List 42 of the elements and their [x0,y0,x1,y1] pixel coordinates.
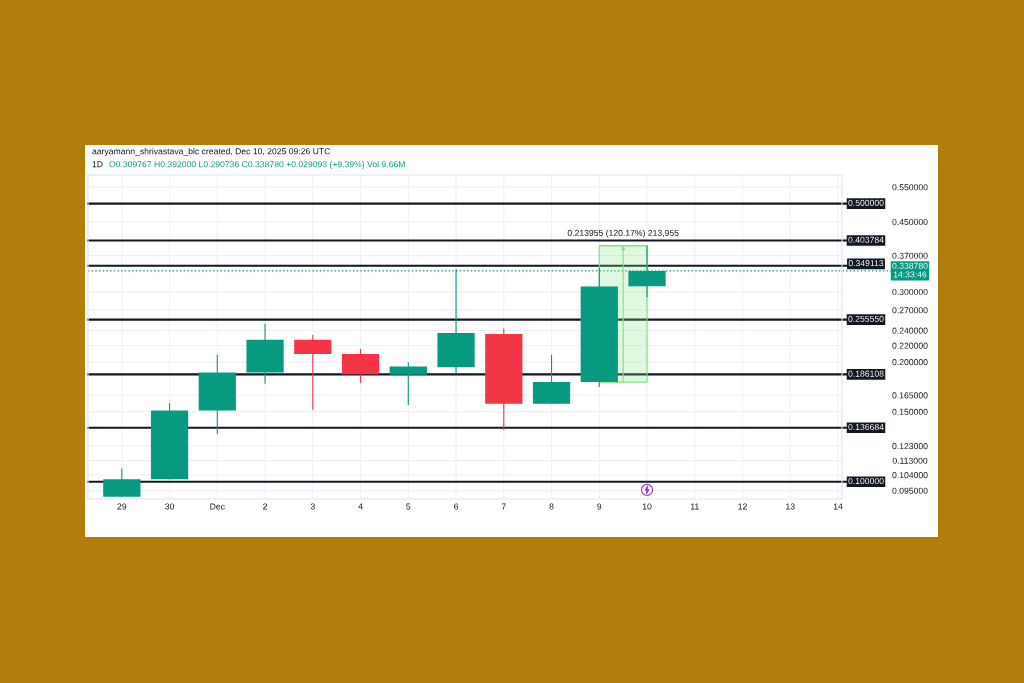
ref-line-label: 0.338780 14:33:46 [892,262,928,278]
x-tick-label: 14 [833,503,843,510]
y-tick-label: 0.123000 [892,443,928,450]
chart-title: aaryamann_shrivastava_blc created, Dec 10, 2025 09:26 UTC [92,147,331,157]
x-tick-label: 9 [597,503,602,510]
annotation: 0.213955 (120.17%) 213,955 [567,229,679,238]
x-tick-label: 4 [358,503,363,510]
y-tick-label: 0.370000 [892,252,928,259]
x-tick-label: 6 [454,503,459,510]
x-tick-label: 2 [263,503,268,510]
y-tick-label: 0.270000 [892,307,928,314]
y-tick-label: 0.104000 [892,472,928,479]
x-tick-label: 8 [549,503,554,510]
ref-line-label: 0.186108 [848,370,884,377]
x-tick-label: 7 [501,503,506,510]
x-tick-label: 10 [642,503,652,510]
text: O0.309767 H0.392000 L0.290736 C0.338780 +0.029093 (+9.39%) Vol 9.66M [109,160,405,170]
y-tick-label: 0.200000 [892,359,928,366]
x-tick-label: 3 [310,503,315,510]
y-tick-label: 0.113000 [892,457,928,464]
y-tick-label: 0.095000 [892,487,928,494]
x-tick-label: Dec [210,503,225,510]
x-tick-label: 29 [117,503,127,510]
ref-line-label: 0.255550 [848,315,884,322]
x-tick-label: 30 [165,503,175,510]
chart-subtitle: 1D [92,161,103,168]
y-tick-label: 0.165000 [892,392,928,399]
y-tick-label: 0.240000 [892,327,928,334]
ref-line-label: 0.349113 [848,260,884,267]
ref-line-label: 0.100000 [848,477,884,485]
ref-line-label: 0.500000 [848,199,884,206]
x-tick-label: 12 [738,503,747,510]
x-tick-label: 5 [406,503,411,510]
y-tick-label: 0.220000 [892,342,928,349]
x-tick-label: 13 [786,503,795,510]
y-tick-label: 0.300000 [892,288,928,296]
y-tick-label: 0.550000 [892,184,928,191]
x-tick-label: 11 [690,503,699,510]
y-tick-label: 0.450000 [892,218,928,226]
ref-line-label: 0.136684 [848,423,884,431]
ref-line-label: 0.403784 [848,236,884,243]
y-tick-label: 0.150000 [892,408,928,415]
